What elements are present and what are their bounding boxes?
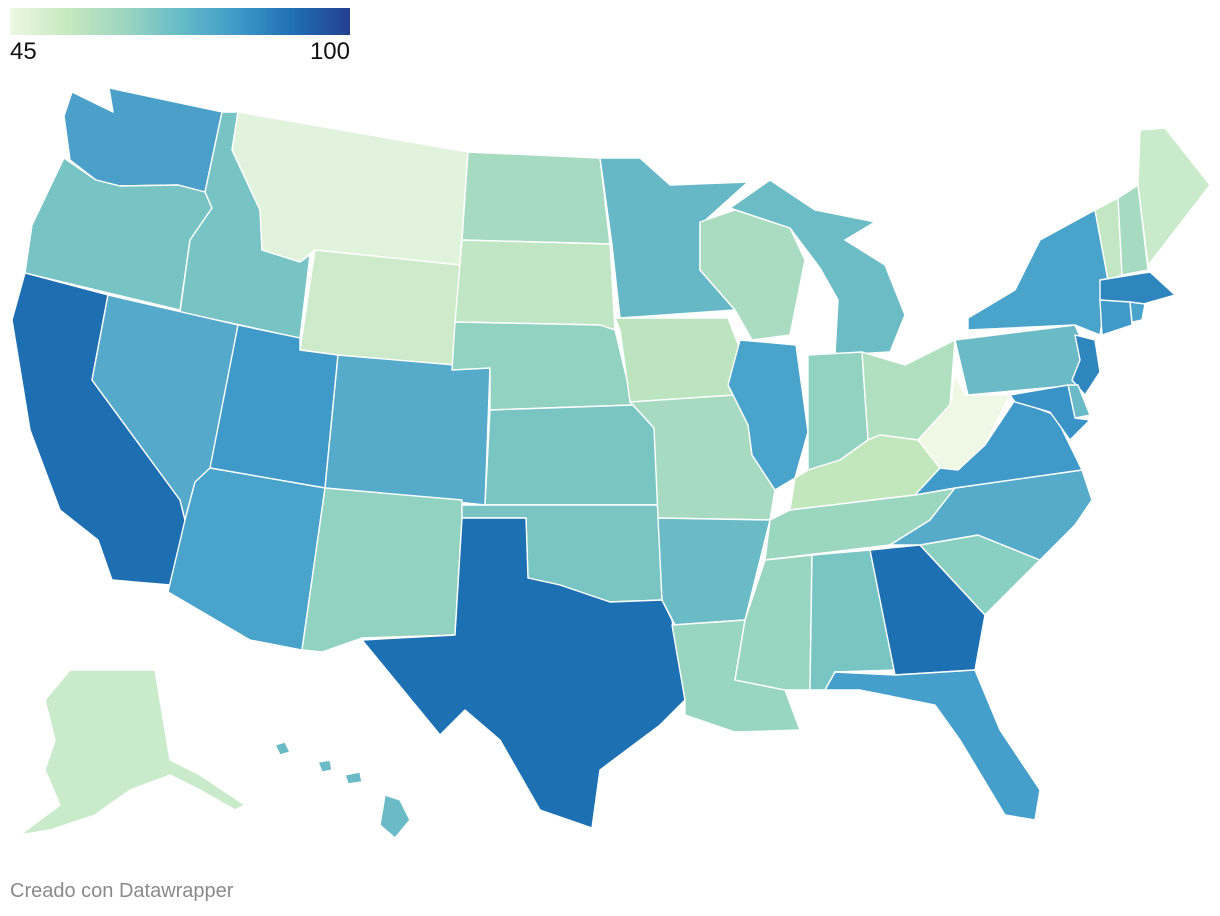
legend-min-label: 45 (10, 38, 37, 65)
state-ks[interactable] (484, 404, 659, 506)
datawrapper-credit: Creado con Datawrapper (10, 880, 234, 902)
state-hi[interactable] (274, 741, 411, 839)
state-mt[interactable] (231, 111, 469, 266)
state-nd[interactable] (461, 151, 611, 245)
state-fl[interactable] (824, 669, 1041, 821)
state-tx[interactable] (361, 517, 686, 829)
state-nj[interactable] (1071, 334, 1101, 396)
state-co[interactable] (324, 354, 491, 506)
legend-max-label: 100 (309, 38, 350, 65)
state-nc[interactable] (889, 469, 1093, 561)
state-ct[interactable] (1099, 299, 1133, 336)
state-wy[interactable] (299, 249, 461, 371)
state-ga[interactable] (869, 544, 986, 676)
state-md[interactable] (1009, 384, 1091, 441)
state-nm[interactable] (301, 487, 463, 653)
state-ia[interactable] (614, 317, 749, 403)
state-sd[interactable] (454, 239, 616, 331)
legend-gradient-bar (10, 8, 350, 35)
state-il[interactable] (727, 339, 809, 491)
state-me[interactable] (1137, 127, 1211, 266)
state-ri[interactable] (1129, 301, 1146, 323)
state-mi[interactable] (729, 179, 906, 356)
state-az[interactable] (167, 467, 326, 651)
state-ak[interactable] (19, 669, 246, 836)
state-ma[interactable] (1099, 271, 1176, 306)
state-ny[interactable] (967, 209, 1109, 336)
color-legend: 45 100 (10, 8, 350, 68)
